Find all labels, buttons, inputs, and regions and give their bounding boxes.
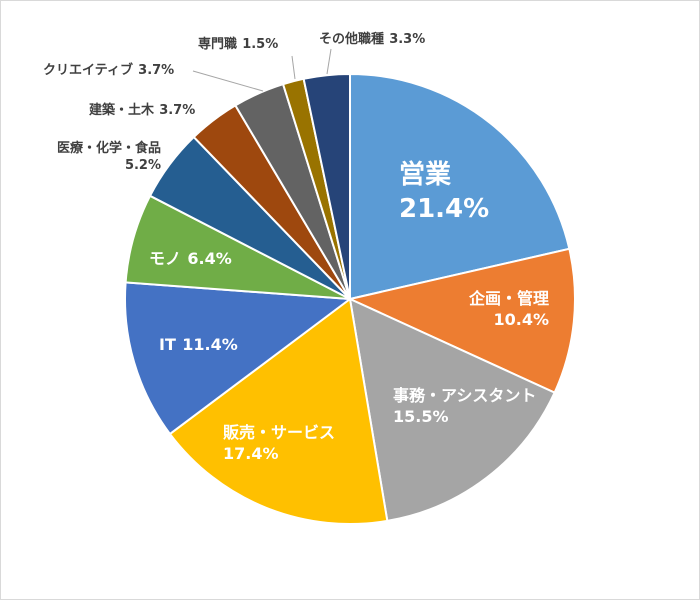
slice-name: 企画・管理 (468, 289, 549, 308)
slice-label: モノ 6.4% (149, 249, 232, 270)
slice-value: 17.4% (223, 443, 279, 463)
slice-label: 建築・土木 3.7% (89, 103, 195, 120)
slice-label: 専門職 1.5% (198, 37, 278, 54)
slice-value: 5.2% (124, 157, 161, 173)
pie-slice (124, 281, 353, 436)
slice-value: 3.7% (138, 63, 175, 78)
slice-name: 事務・アシスタント (393, 386, 537, 405)
slice-name: 営業 (399, 160, 452, 190)
slice-name: 販売・サービス (223, 423, 336, 442)
leader-line (291, 55, 296, 80)
slice-value: 6.4% (187, 249, 232, 268)
slice-label: 販売・サービス 17.4% (223, 423, 335, 465)
slice-name: IT (159, 335, 176, 354)
slice-name: その他職種 (319, 32, 385, 47)
slice-value: 11.4% (182, 335, 238, 354)
slice-label: クリエイティブ 3.7% (43, 63, 174, 80)
slice-name: 建築・土木 (89, 103, 155, 118)
slice-name: 専門職 (198, 37, 238, 52)
slice-value: 10.4% (493, 309, 549, 329)
slice-label: 営業 21.4% (399, 159, 489, 227)
slice-label: IT 11.4% (159, 335, 238, 356)
slice-label: 事務・アシスタント 15.5% (393, 386, 536, 428)
slice-name: モノ (149, 249, 182, 268)
slice-value: 15.5% (393, 406, 449, 426)
slice-label: その他職種 3.3% (319, 32, 425, 49)
slice-label: 医療・化学・食品 5.2% (41, 141, 161, 175)
slice-value: 21.4% (399, 193, 490, 224)
leader-line (192, 70, 264, 92)
slice-name: 医療・化学・食品 (56, 141, 161, 156)
leader-line (326, 48, 332, 75)
slice-label: 企画・管理 10.4% (453, 289, 549, 331)
pie-slice (346, 247, 576, 394)
pie-slice (168, 297, 389, 525)
slice-name: クリエイティブ (43, 63, 133, 78)
pie-slice (302, 72, 351, 300)
slice-value: 1.5% (242, 37, 279, 52)
slice-value: 3.7% (159, 103, 196, 118)
slice-value: 3.3% (389, 32, 426, 47)
pie-slice (349, 72, 571, 301)
pie-slice (348, 297, 556, 523)
